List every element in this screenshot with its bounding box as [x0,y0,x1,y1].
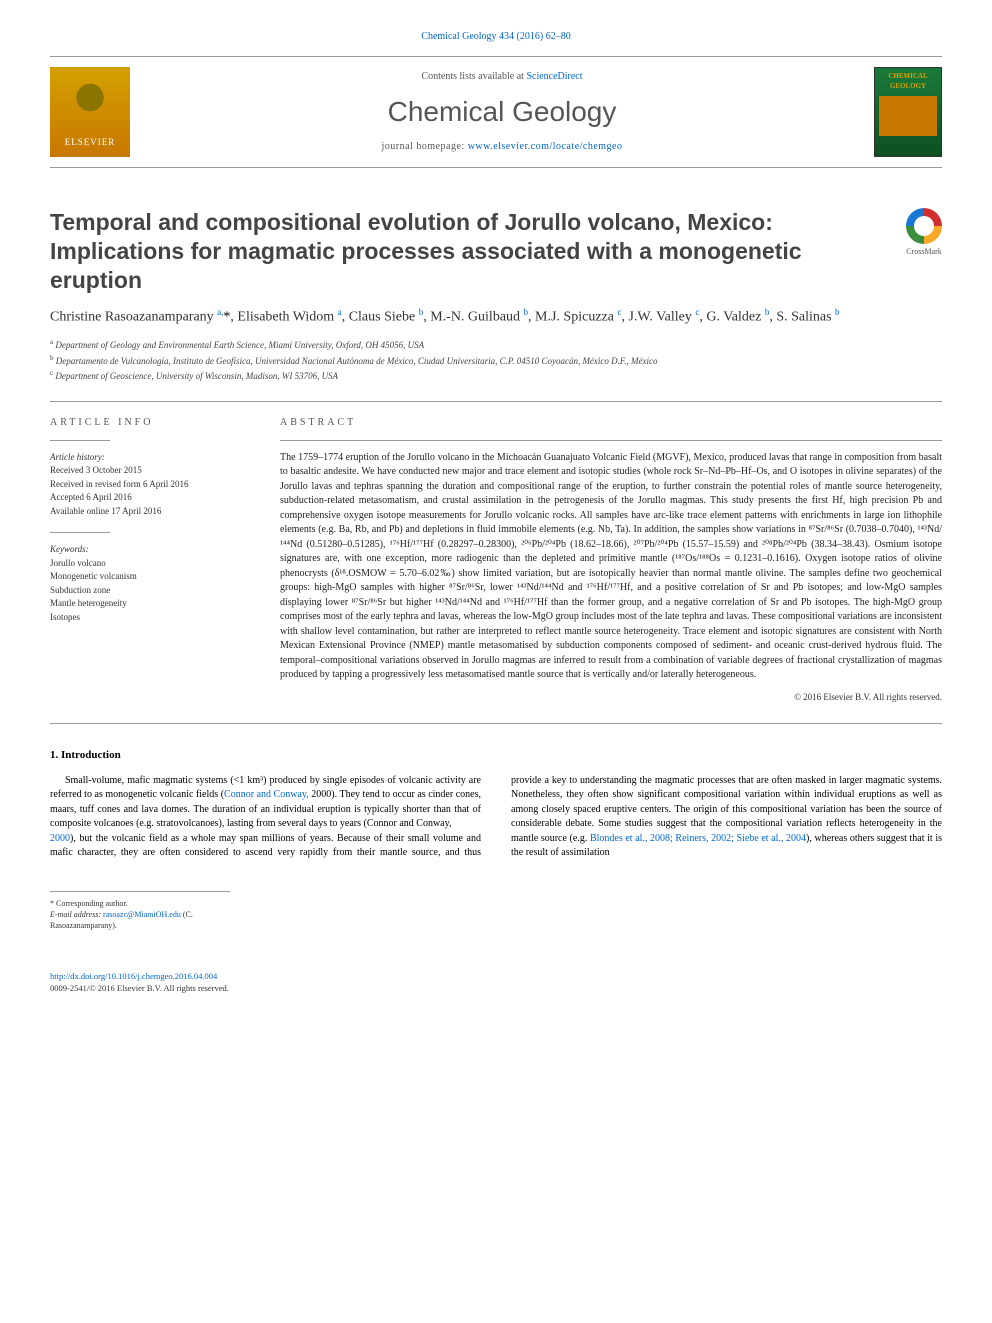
introduction-heading: 1. Introduction [50,748,942,763]
abstract-divider [280,440,942,441]
abstract-text: The 1759–1774 eruption of the Jorullo vo… [280,451,942,683]
short-divider [50,532,110,533]
author-list: Christine Rasoazanamparany a,*, Elisabet… [50,306,942,328]
history-item: Available online 17 April 2016 [50,505,250,519]
doi-link[interactable]: http://dx.doi.org/10.1016/j.chemgeo.2016… [50,971,217,981]
elsevier-logo-text: ELSEVIER [65,136,116,149]
affiliation: a Department of Geology and Environmenta… [50,338,942,352]
crossmark-label: CrossMark [906,246,942,257]
affiliation: c Department of Geoscience, University o… [50,369,942,383]
abstract-heading: abstract [280,416,942,430]
header-citation[interactable]: Chemical Geology 434 (2016) 62–80 [50,30,942,44]
journal-cover-thumbnail[interactable]: CHEMICAL GEOLOGY [874,67,942,157]
citation-link[interactable]: Blondes et al., 2008; Reiners, 2002; Sie… [590,833,806,844]
corr-author-label: * Corresponding author. [50,898,230,909]
elsevier-tree-icon [65,81,115,136]
keywords-label: Keywords: [50,543,250,557]
journal-homepage-line: journal homepage: www.elsevier.com/locat… [130,140,874,154]
affiliation: b Departamento de Vulcanología, Institut… [50,354,942,368]
history-label: Article history: [50,451,250,465]
cover-image-area [879,96,937,136]
keyword-item: Monogenetic volcanism [50,570,250,584]
history-item: Accepted 6 April 2016 [50,491,250,505]
issn-copyright: 0009-2541/© 2016 Elsevier B.V. All right… [50,983,229,993]
crossmark-badge[interactable]: CrossMark [906,208,942,257]
article-title: Temporal and compositional evolution of … [50,208,886,294]
cover-label: CHEMICAL GEOLOGY [875,68,941,92]
crossmark-icon [906,208,942,244]
section-divider [50,401,942,402]
email-label: E-mail address: [50,910,103,919]
corresponding-author-footnote: * Corresponding author. E-mail address: … [50,891,230,932]
keyword-item: Isotopes [50,611,250,625]
contents-available-line: Contents lists available at ScienceDirec… [130,70,874,84]
homepage-prefix: journal homepage: [382,141,468,152]
corr-author-email[interactable]: rasoazc@MiamiOH.edu [103,910,181,919]
citation-link[interactable]: 2000 [50,833,70,844]
body-columns: Small-volume, mafic magmatic systems (<1… [50,774,942,861]
journal-header-bar: ELSEVIER Contents lists available at Sci… [50,56,942,168]
contents-prefix: Contents lists available at [421,71,526,82]
doi-block: http://dx.doi.org/10.1016/j.chemgeo.2016… [50,971,942,995]
journal-name: Chemical Geology [130,92,874,131]
history-item: Received 3 October 2015 [50,464,250,478]
abstract-copyright: © 2016 Elsevier B.V. All rights reserved… [280,691,942,704]
keyword-item: Jorullo volcano [50,557,250,571]
article-info-heading: article info [50,416,250,430]
short-divider [50,440,110,441]
history-item: Received in revised form 6 April 2016 [50,478,250,492]
citation-link[interactable]: Connor and Conway, [224,789,309,800]
journal-homepage-link[interactable]: www.elsevier.com/locate/chemgeo [468,141,623,152]
intro-paragraph-1: Small-volume, mafic magmatic systems (<1… [50,774,481,832]
keyword-item: Mantle heterogeneity [50,597,250,611]
sciencedirect-link[interactable]: ScienceDirect [526,71,582,82]
elsevier-logo[interactable]: ELSEVIER [50,67,130,157]
keyword-item: Subduction zone [50,584,250,598]
